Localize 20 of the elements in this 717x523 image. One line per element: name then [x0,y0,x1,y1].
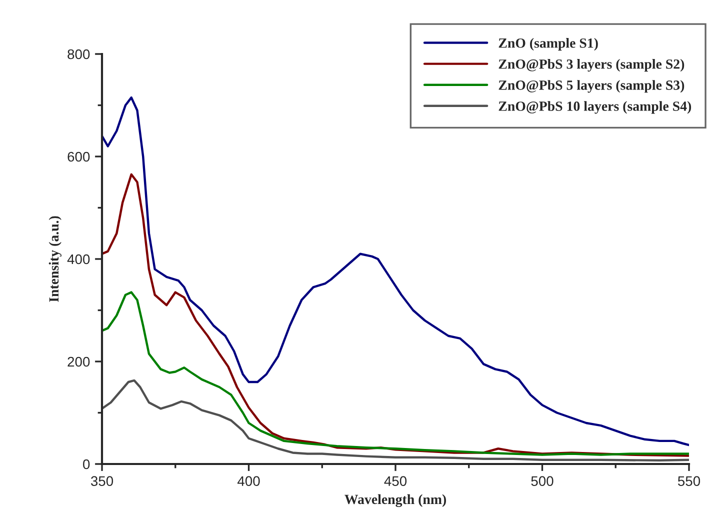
y-tick-label: 200 [68,356,90,367]
line-series [102,96,689,446]
x-tick-label: 350 [90,476,114,486]
y-tick-label: 0 [83,459,90,470]
line-series [102,291,689,456]
y-axis-title: Intensity (a.u.) [48,216,62,302]
x-axis-title: Wavelength (nm) [344,494,446,508]
x-tick-label: 400 [237,476,260,486]
line-series [102,379,689,462]
x-tick-label: 500 [531,476,554,486]
legend-label: ZnO (sample S1) [498,38,598,51]
legend-label: ZnO@PbS 10 layers (sample S4) [498,101,692,114]
legend-label: ZnO@PbS 3 layers (sample S2) [498,59,684,72]
y-tick-label: 600 [68,152,90,162]
y-tick-label: 800 [68,49,90,60]
line-series [102,173,689,457]
y-tick-label: 400 [67,254,90,264]
legend-label: ZnO@PbS 5 layers (sample S3) [498,80,684,93]
x-tick-label: 550 [678,476,700,486]
x-tick-label: 450 [384,476,407,486]
